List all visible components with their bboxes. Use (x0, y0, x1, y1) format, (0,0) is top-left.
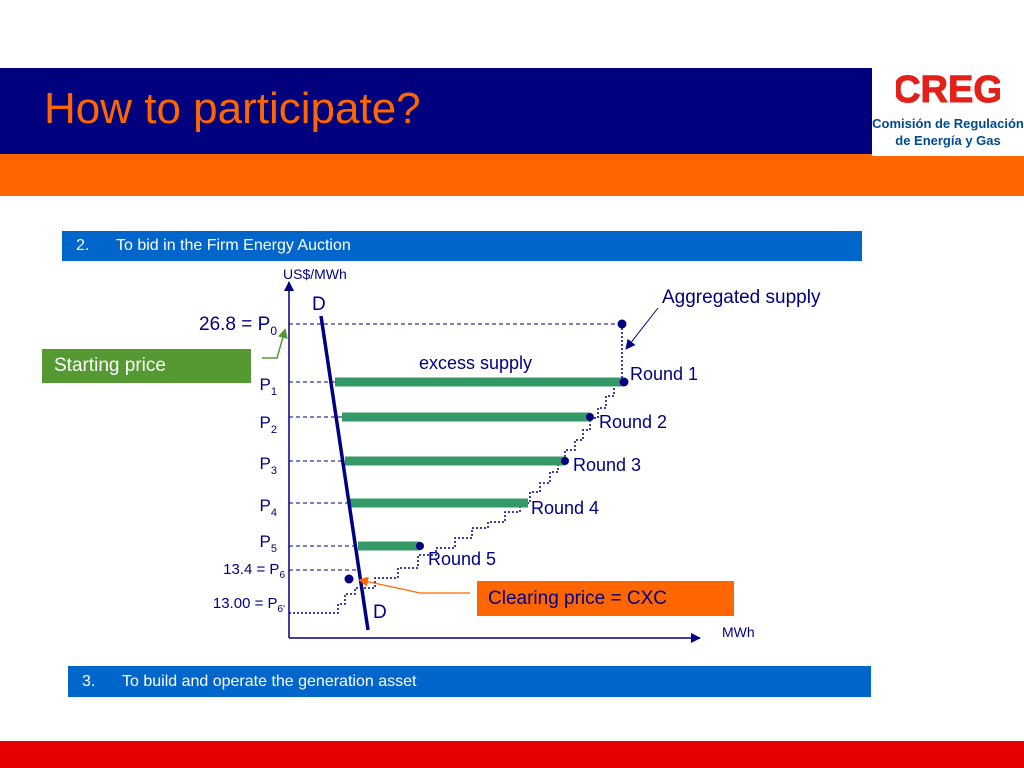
round-3-point (561, 457, 569, 465)
logo-line-2: de Energía y Gas (895, 133, 1001, 148)
price-label-p5: P5 (260, 532, 277, 555)
orange-band (0, 154, 1024, 196)
clearing-point (344, 574, 354, 584)
price-label-p1: P1 (260, 375, 277, 398)
section-3-text: To build and operate the generation asse… (122, 673, 417, 690)
round-5-label: Round 5 (428, 549, 496, 569)
starting-price-callout: Starting price (42, 349, 251, 383)
section-2-bar: 2. To bid in the Firm Energy Auction (62, 231, 862, 261)
creg-logo: CREG Comisión de Regulación de Energía y… (872, 66, 1024, 156)
round-1-label: Round 1 (630, 364, 698, 384)
aggregated-supply-label: Aggregated supply (662, 287, 821, 308)
round-4-label: Round 4 (531, 498, 599, 518)
round-labels: Round 1 Round 2 Round 3 Round 4 Round 5 (428, 364, 698, 569)
demand-label-bottom: D (373, 602, 387, 623)
slide-title: How to participate? (44, 84, 421, 133)
price-label-p6: 13.4 = P6 (223, 561, 285, 581)
round-1-point (619, 377, 629, 387)
section-3-bar: 3. To build and operate the generation as… (68, 666, 871, 697)
logo-line-1: Comisión de Regulación (872, 116, 1024, 131)
y-axis-label: US$/MWh (283, 266, 347, 282)
price-label-p6prime: 13.00 = P6' (213, 595, 285, 615)
excess-supply-label: excess supply (419, 353, 532, 373)
price-label-p2: P2 (260, 413, 277, 436)
supply-point-p0 (617, 319, 627, 329)
clearing-price-pointer (358, 576, 470, 594)
creg-wordmark: CREG (896, 69, 1000, 111)
x-axis-label: MWh (722, 624, 755, 640)
round-3-label: Round 3 (573, 455, 641, 475)
title-band (0, 68, 872, 154)
section-3-number: 3. (82, 673, 96, 690)
price-guides (289, 323, 622, 571)
demand-label-top: D (312, 294, 326, 315)
demand-curve (319, 315, 370, 631)
price-label-p4: P4 (260, 496, 277, 519)
creg-logo-mark: CREG (896, 69, 1000, 112)
round-points (416, 377, 629, 550)
starting-price-pointer (262, 328, 288, 359)
round-5-point (416, 542, 424, 550)
price-label-p3: P3 (260, 454, 277, 477)
price-labels: 26.8 = P0 P1 P2 P3 P4 P5 13.4 = P6 13.00… (199, 314, 285, 615)
clearing-price-callout: Clearing price = CXC (477, 581, 734, 616)
section-2-number: 2. (76, 237, 90, 254)
footer-band (0, 741, 1024, 768)
section-2-text: To bid in the Firm Energy Auction (116, 237, 351, 254)
price-label-p0: 26.8 = P0 (199, 314, 277, 338)
round-2-label: Round 2 (599, 412, 667, 432)
aggregated-supply-pointer (625, 307, 659, 350)
round-bars (335, 377, 624, 551)
round-2-point (586, 413, 594, 421)
